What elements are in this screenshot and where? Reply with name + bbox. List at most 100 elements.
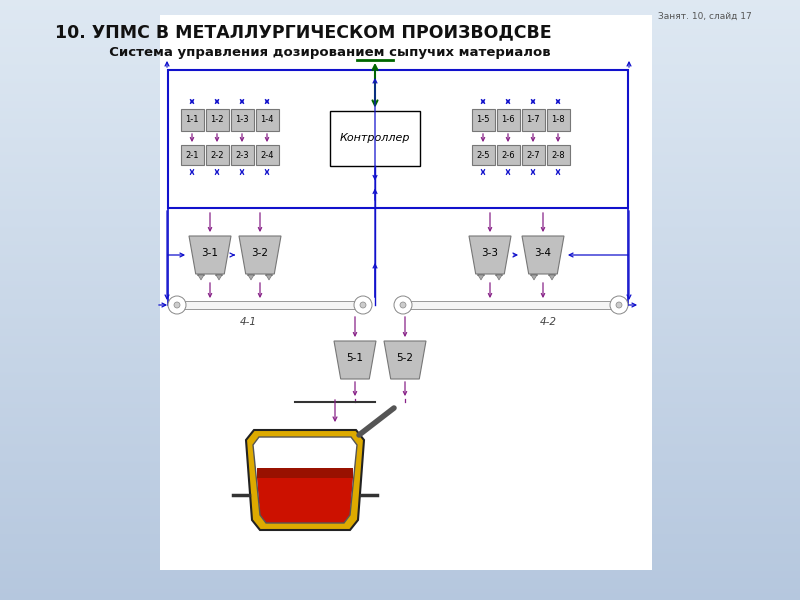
Bar bbox=[0, 312, 800, 313]
Bar bbox=[0, 370, 800, 371]
Text: 2-5: 2-5 bbox=[476, 151, 490, 160]
Bar bbox=[0, 321, 800, 322]
Bar bbox=[0, 149, 800, 150]
Bar bbox=[0, 371, 800, 372]
Bar bbox=[0, 57, 800, 58]
Bar bbox=[0, 234, 800, 235]
Bar bbox=[0, 598, 800, 599]
Bar bbox=[0, 313, 800, 314]
Bar bbox=[0, 225, 800, 226]
Bar bbox=[0, 197, 800, 198]
Bar bbox=[0, 293, 800, 294]
Bar bbox=[0, 129, 800, 130]
Bar bbox=[0, 301, 800, 302]
Bar bbox=[0, 351, 800, 352]
Bar bbox=[0, 276, 800, 277]
Bar bbox=[0, 404, 800, 405]
Bar bbox=[0, 93, 800, 94]
Polygon shape bbox=[334, 341, 376, 379]
Bar bbox=[0, 154, 800, 155]
Bar bbox=[0, 452, 800, 453]
Bar bbox=[0, 544, 800, 545]
Bar bbox=[0, 554, 800, 555]
Bar bbox=[0, 269, 800, 270]
Circle shape bbox=[174, 302, 180, 308]
Bar bbox=[0, 311, 800, 312]
Bar bbox=[0, 389, 800, 390]
Bar bbox=[0, 515, 800, 516]
Bar bbox=[0, 166, 800, 167]
Bar bbox=[0, 106, 800, 107]
Bar bbox=[0, 74, 800, 75]
Bar bbox=[0, 277, 800, 278]
Bar bbox=[0, 428, 800, 429]
Bar bbox=[0, 372, 800, 373]
Bar bbox=[0, 260, 800, 261]
Bar bbox=[255, 145, 278, 165]
Bar bbox=[0, 309, 800, 310]
Polygon shape bbox=[266, 275, 272, 280]
Bar bbox=[0, 513, 800, 514]
Bar bbox=[0, 336, 800, 337]
Bar bbox=[0, 306, 800, 307]
Bar bbox=[0, 193, 800, 194]
Bar bbox=[0, 144, 800, 145]
Bar bbox=[0, 266, 800, 267]
Bar bbox=[0, 334, 800, 335]
Bar bbox=[0, 434, 800, 435]
Bar bbox=[0, 69, 800, 70]
Bar bbox=[522, 109, 545, 131]
Bar bbox=[0, 545, 800, 546]
Bar bbox=[0, 458, 800, 459]
Text: Занят. 10, слайд 17: Занят. 10, слайд 17 bbox=[658, 12, 752, 21]
Bar bbox=[0, 445, 800, 446]
Bar bbox=[0, 521, 800, 522]
Bar bbox=[0, 323, 800, 324]
Bar bbox=[0, 483, 800, 484]
Bar bbox=[0, 253, 800, 254]
Bar bbox=[0, 338, 800, 339]
Bar bbox=[0, 48, 800, 49]
Bar bbox=[0, 317, 800, 318]
Bar bbox=[0, 160, 800, 161]
Bar bbox=[0, 1, 800, 2]
Bar bbox=[0, 410, 800, 411]
Bar bbox=[0, 522, 800, 523]
Bar bbox=[0, 4, 800, 5]
Bar bbox=[0, 170, 800, 171]
Bar bbox=[0, 359, 800, 360]
Bar bbox=[0, 594, 800, 595]
Bar bbox=[471, 145, 494, 165]
Bar bbox=[0, 284, 800, 285]
Bar bbox=[0, 237, 800, 238]
Bar bbox=[0, 258, 800, 259]
Bar bbox=[0, 214, 800, 215]
Bar bbox=[0, 182, 800, 183]
Bar bbox=[0, 213, 800, 214]
Bar bbox=[0, 593, 800, 594]
Bar bbox=[0, 148, 800, 149]
Bar bbox=[0, 343, 800, 344]
Bar bbox=[0, 27, 800, 28]
Bar bbox=[0, 400, 800, 401]
Bar bbox=[0, 599, 800, 600]
Bar bbox=[0, 46, 800, 47]
Bar bbox=[0, 481, 800, 482]
Bar bbox=[0, 438, 800, 439]
Bar bbox=[0, 482, 800, 483]
Bar bbox=[0, 31, 800, 32]
Bar bbox=[0, 417, 800, 418]
Bar bbox=[0, 184, 800, 185]
Bar bbox=[0, 365, 800, 366]
Bar bbox=[0, 529, 800, 530]
Bar bbox=[0, 297, 800, 298]
Bar bbox=[0, 318, 800, 319]
Bar bbox=[0, 252, 800, 253]
Bar bbox=[0, 501, 800, 502]
Bar bbox=[0, 291, 800, 292]
Bar bbox=[0, 591, 800, 592]
Bar bbox=[0, 109, 800, 110]
Bar bbox=[0, 451, 800, 452]
Bar bbox=[0, 83, 800, 84]
Bar bbox=[0, 595, 800, 596]
